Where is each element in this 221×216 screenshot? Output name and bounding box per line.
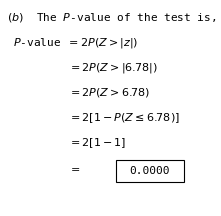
Text: $=$: $=$ (68, 163, 80, 173)
Text: $= 2P(Z > |6.78|)$: $= 2P(Z > |6.78|)$ (68, 61, 158, 75)
Text: $P$-value $= 2P(Z > |z|)$: $P$-value $= 2P(Z > |z|)$ (13, 37, 138, 51)
Text: $(b)$  The $P$-value of the test is,: $(b)$ The $P$-value of the test is, (7, 11, 216, 24)
Text: $= 2[1-1]$: $= 2[1-1]$ (68, 136, 126, 150)
Text: 0.0000: 0.0000 (130, 166, 170, 176)
Text: $= 2P(Z > 6.78)$: $= 2P(Z > 6.78)$ (68, 86, 151, 99)
Text: $= 2[1-P(Z \leq 6.78)]$: $= 2[1-P(Z \leq 6.78)]$ (68, 111, 180, 125)
FancyBboxPatch shape (116, 160, 184, 182)
